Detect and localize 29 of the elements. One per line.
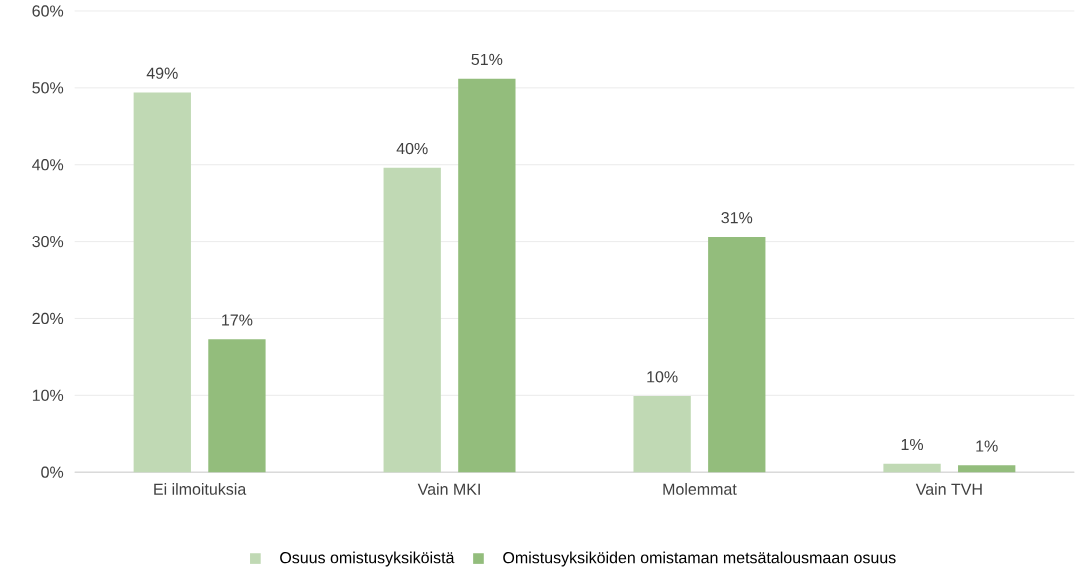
- y-tick-label: 60%: [32, 5, 64, 17]
- y-tick-label: 0%: [41, 466, 64, 478]
- x-tick-label: Vain MKI: [417, 483, 480, 495]
- bar: [958, 465, 1016, 473]
- data-label: 31%: [721, 212, 753, 224]
- data-label: 49%: [146, 67, 178, 79]
- bar: [883, 463, 941, 473]
- data-label: 17%: [222, 314, 253, 326]
- legend-label: Omistusyksiköiden omistaman metsätalousmaan osuus: [503, 551, 896, 567]
- data-label: 40%: [396, 142, 428, 155]
- legend-label: Osuus omistusyksiköistä: [280, 551, 455, 567]
- y-tick-label: 40%: [32, 159, 64, 171]
- bar: [133, 92, 191, 473]
- data-label: 1%: [976, 440, 998, 452]
- y-tick-label: 20%: [32, 312, 64, 325]
- bar: [708, 236, 766, 473]
- y-tick-label: 10%: [32, 389, 64, 401]
- y-tick-label: 50%: [32, 82, 64, 94]
- y-tick-label: 30%: [32, 235, 64, 248]
- bar: [458, 78, 516, 473]
- x-tick-label: Molemmat: [663, 483, 737, 495]
- x-tick-label: Vain TVH: [915, 483, 982, 495]
- bar: [383, 167, 441, 473]
- x-tick-label: Ei ilmoituksia: [154, 483, 247, 495]
- data-label: 10%: [647, 371, 678, 383]
- data-label: 51%: [471, 53, 503, 65]
- bar: [208, 339, 266, 473]
- bar: [633, 396, 691, 473]
- data-label: 1%: [901, 438, 924, 451]
